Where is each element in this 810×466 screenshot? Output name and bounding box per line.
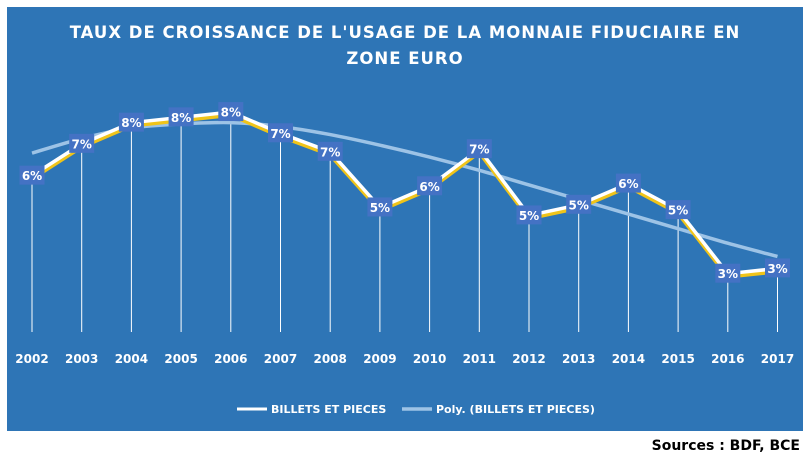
data-label-text: 8% bbox=[221, 106, 241, 120]
x-tick-2014: 2014 bbox=[612, 352, 645, 366]
x-tick-2004: 2004 bbox=[115, 352, 148, 366]
x-tick-2012: 2012 bbox=[512, 352, 545, 366]
data-label-2010: 6% bbox=[417, 176, 443, 196]
data-label-text: 6% bbox=[419, 180, 439, 194]
data-label-box bbox=[516, 205, 542, 225]
legend-label: Poly. (BILLETS ET PIECES) bbox=[436, 403, 595, 416]
x-tick-2009: 2009 bbox=[363, 352, 396, 366]
data-label-text: 5% bbox=[370, 201, 390, 215]
data-label-2002: 6% bbox=[19, 165, 45, 185]
x-tick-2003: 2003 bbox=[65, 352, 98, 366]
data-label-2014: 6% bbox=[615, 173, 641, 193]
data-label-text: 8% bbox=[121, 116, 141, 130]
x-tick-2015: 2015 bbox=[661, 352, 694, 366]
data-label-text: 5% bbox=[519, 209, 539, 223]
x-tick-2011: 2011 bbox=[463, 352, 496, 366]
trendline-series bbox=[31, 120, 778, 259]
data-label-box bbox=[566, 194, 592, 214]
data-label-text: 7% bbox=[469, 143, 489, 157]
data-label-box bbox=[317, 141, 343, 161]
data-label-2016: 3% bbox=[715, 263, 741, 283]
data-label-text: 3% bbox=[767, 262, 787, 276]
data-label-box bbox=[268, 123, 293, 143]
chart-title-line-1: TAUX DE CROISSANCE DE L'USAGE DE LA MONN… bbox=[69, 23, 741, 42]
chart-title-line-2: ZONE EURO bbox=[346, 49, 464, 68]
data-label-2008: 7% bbox=[317, 141, 343, 161]
data-label-box bbox=[715, 263, 741, 283]
x-tick-2010: 2010 bbox=[413, 352, 446, 366]
data-label-2003: 7% bbox=[69, 133, 95, 153]
x-tick-2002: 2002 bbox=[15, 352, 48, 366]
data-label-box bbox=[615, 173, 641, 193]
legend-item-billets-et-pieces: BILLETS ET PIECES bbox=[237, 403, 386, 416]
chart-panel: TAUX DE CROISSANCE DE L'USAGE DE LA MONN… bbox=[7, 7, 803, 431]
data-label-text: 5% bbox=[668, 204, 688, 218]
x-tick-2007: 2007 bbox=[264, 352, 297, 366]
data-label-box bbox=[367, 197, 393, 217]
data-label-2009: 5% bbox=[367, 197, 393, 217]
x-tick-2013: 2013 bbox=[562, 352, 595, 366]
sources-note: Sources : BDF, BCE bbox=[651, 438, 800, 454]
data-label-box bbox=[118, 112, 144, 132]
data-label-box bbox=[218, 102, 244, 122]
chart-plot: 6% 7% 8% 8% 8% 7% 7% 5% 6% 7% 5% 5% 6% 5% 3% 3% 2002 200… bbox=[15, 102, 794, 416]
series-underline bbox=[30, 113, 778, 279]
data-label-2013: 5% bbox=[566, 194, 592, 214]
data-label-box bbox=[19, 165, 45, 185]
data-label-2004: 8% bbox=[118, 112, 144, 132]
data-label-2005: 8% bbox=[168, 107, 194, 127]
data-label-text: 7% bbox=[320, 145, 340, 159]
data-label-box bbox=[665, 200, 691, 220]
data-label-text: 7% bbox=[72, 137, 92, 151]
data-label-box bbox=[417, 176, 443, 196]
data-label-2006: 8% bbox=[218, 102, 244, 122]
data-label-2015: 5% bbox=[665, 200, 691, 220]
x-tick-2005: 2005 bbox=[164, 352, 197, 366]
x-tick-2006: 2006 bbox=[214, 352, 247, 366]
data-label-box bbox=[466, 139, 492, 159]
legend-label: BILLETS ET PIECES bbox=[271, 403, 386, 416]
data-label-box bbox=[765, 258, 790, 278]
data-label-2007: 7% bbox=[268, 123, 293, 143]
series-line-billets-et-pieces bbox=[31, 110, 778, 276]
data-label-text: 3% bbox=[718, 267, 738, 281]
data-label-2011: 7% bbox=[466, 139, 492, 159]
data-label-2012: 5% bbox=[516, 205, 542, 225]
x-tick-2016: 2016 bbox=[711, 352, 744, 366]
data-label-box bbox=[69, 133, 95, 153]
legend-item-trendline: Poly. (BILLETS ET PIECES) bbox=[402, 403, 595, 416]
data-label-box bbox=[168, 107, 194, 127]
data-label-2017: 3% bbox=[765, 258, 790, 278]
data-label-text: 6% bbox=[22, 169, 42, 183]
data-label-text: 8% bbox=[171, 111, 191, 125]
data-label-text: 6% bbox=[618, 177, 638, 191]
x-tick-2008: 2008 bbox=[313, 352, 346, 366]
data-label-text: 7% bbox=[270, 127, 290, 141]
data-label-text: 5% bbox=[569, 198, 589, 212]
x-tick-2017: 2017 bbox=[761, 352, 794, 366]
